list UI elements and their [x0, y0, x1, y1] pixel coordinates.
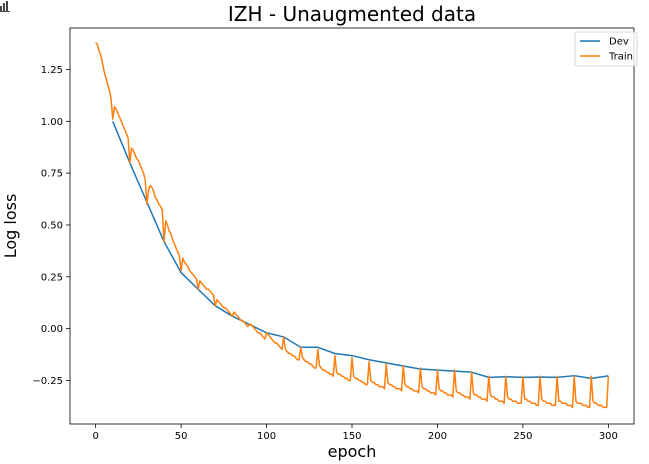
x-tick-label: 300 [599, 431, 618, 442]
y-tick-label: −0.25 [32, 376, 63, 387]
legend-label-dev: Dev [609, 37, 629, 48]
legend: Dev Train [574, 31, 638, 67]
series-line-dev [112, 121, 609, 380]
x-tick-label: 250 [513, 431, 532, 442]
bar-chart-icon [0, 1, 10, 12]
x-tick-label: 50 [175, 431, 188, 442]
x-axis-label: epoch [328, 442, 377, 461]
y-tick-label: 0.00 [41, 324, 63, 335]
y-tick-label: 1.00 [41, 117, 63, 128]
y-tick-label: 1.25 [41, 65, 63, 76]
y-tick-label: 0.75 [41, 169, 63, 180]
x-tick-label: 200 [428, 431, 447, 442]
x-tick-label: 100 [257, 431, 276, 442]
x-tick-label: 0 [92, 431, 98, 442]
legend-label-train: Train [608, 52, 633, 63]
y-tick-label: 0.25 [41, 272, 63, 283]
y-tick-label: 0.50 [41, 220, 63, 231]
plot-area: 0 50 100 150 200 250 300 −0.25 0.00 0.25 0.50 0.75 1… [32, 27, 635, 442]
y-axis-label: Log loss [1, 194, 20, 259]
chart-title: IZH - Unaugmented data [228, 2, 476, 26]
x-tick-label: 150 [342, 431, 361, 442]
series-line-train [95, 42, 610, 409]
